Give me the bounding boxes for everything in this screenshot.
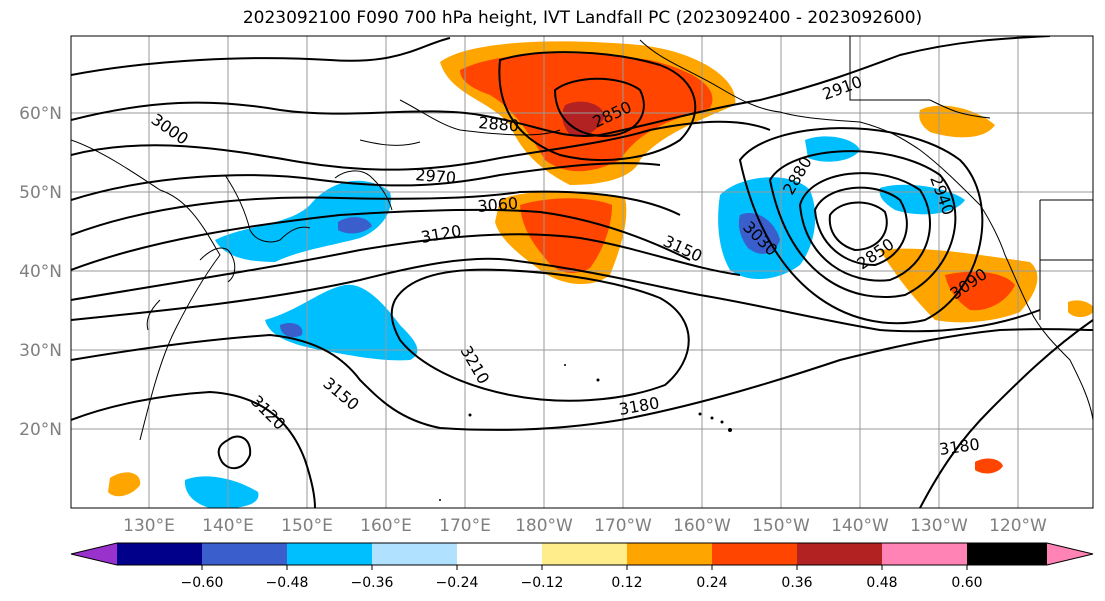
colorbar-segment <box>627 543 712 565</box>
colorbar-tick-label: −0.60 <box>181 575 224 591</box>
colorbar-tick-label: −0.36 <box>351 575 394 591</box>
colorbar-segment <box>797 543 882 565</box>
colorbar-outline <box>70 542 1094 566</box>
lon-label: 150°W <box>752 516 810 536</box>
colorbar-ticks <box>201 565 968 570</box>
colorbar-tick-label: 0.36 <box>781 575 812 591</box>
colorbar-segment <box>882 543 967 565</box>
lat-label: 50°N <box>19 183 62 203</box>
lat-label: 40°N <box>19 262 62 282</box>
colorbar-segment <box>287 543 372 565</box>
positive-shading-california <box>108 105 1093 497</box>
longitude-labels: 130°E 140°E 150°E 160°E 170°E 180°W 170°… <box>123 516 1047 536</box>
contour-label: 2880 <box>478 113 520 135</box>
colorbar-tick-label: 0.12 <box>611 575 642 591</box>
contour-label: 3060 <box>477 194 519 216</box>
lon-label: 140°W <box>831 516 889 536</box>
lon-label: 160°E <box>360 516 412 536</box>
colorbar-segment <box>202 543 287 565</box>
lon-label: 180°W <box>515 516 573 536</box>
colorbar-segment <box>117 543 202 565</box>
colorbar-tick-label: −0.24 <box>436 575 479 591</box>
colorbar-tick-label: −0.48 <box>266 575 309 591</box>
colorbar-segment <box>967 543 1047 565</box>
colorbar-segment <box>542 543 627 565</box>
colorbar-tick-label: 0.48 <box>866 575 897 591</box>
latitude-labels: 60°N 50°N 40°N 30°N 20°N <box>19 104 62 440</box>
colorbar-tick-label: 0.60 <box>951 575 982 591</box>
lon-label: 120°W <box>989 516 1047 536</box>
negative-shading-gulf <box>718 136 965 280</box>
lon-label: 130°W <box>910 516 968 536</box>
lon-label: 170°E <box>439 516 491 536</box>
island-dots <box>439 364 732 501</box>
lon-label: 170°W <box>594 516 652 536</box>
colorbar-segment <box>372 543 457 565</box>
lon-label: 160°W <box>673 516 731 536</box>
lat-label: 30°N <box>19 341 62 361</box>
colorbar-segment <box>712 543 797 565</box>
colorbar-tick-labels: −0.60 −0.48 −0.36 −0.24 −0.12 0.12 0.24 … <box>181 575 983 591</box>
colorbar-tick-label: −0.12 <box>521 575 564 591</box>
colorbar-tick-label: 0.24 <box>696 575 727 591</box>
lat-label: 60°N <box>19 104 62 124</box>
lon-label: 130°E <box>123 516 175 536</box>
height-contours <box>71 36 1093 508</box>
coastlines <box>71 36 1093 441</box>
map-frame <box>70 35 1094 509</box>
colorbar-segment <box>457 543 542 565</box>
lon-label: 150°E <box>281 516 333 536</box>
map-title: 2023092100 F090 700 hPa height, IVT Land… <box>242 8 923 28</box>
lat-label: 20°N <box>19 420 62 440</box>
colorbar-extend-high <box>1047 543 1093 565</box>
colorbar-extend-low <box>71 543 117 565</box>
colorbar: −0.60 −0.48 −0.36 −0.24 −0.12 0.12 0.24 … <box>70 542 1094 591</box>
lon-label: 140°E <box>202 516 254 536</box>
contour-label: 2970 <box>415 165 457 187</box>
